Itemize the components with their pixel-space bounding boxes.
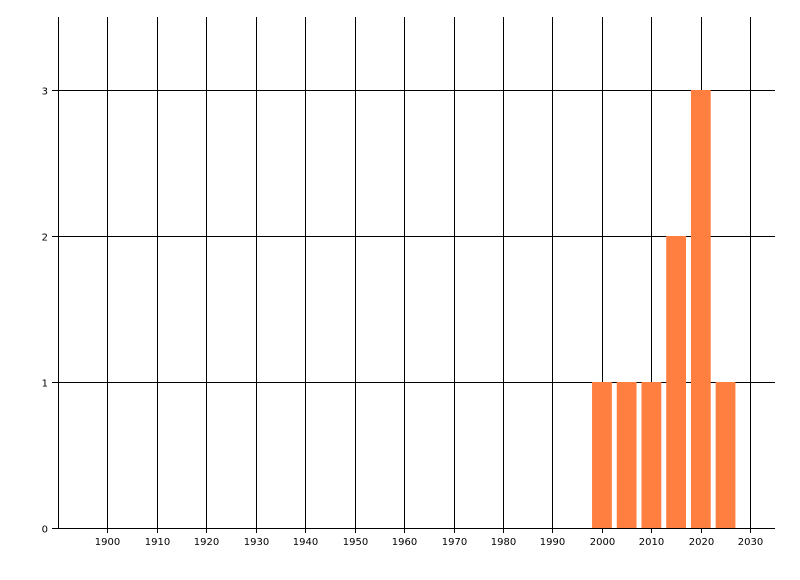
x-tick-label: 2030 bbox=[738, 537, 763, 548]
bar-2010 bbox=[641, 382, 662, 528]
x-tick-label: 2020 bbox=[689, 537, 714, 548]
bar-2020 bbox=[690, 90, 711, 528]
y-tick-label: 3 bbox=[42, 87, 48, 98]
bar-2000 bbox=[592, 382, 612, 528]
y-tick-label: 1 bbox=[42, 379, 48, 390]
x-tick-label: 1930 bbox=[244, 537, 269, 548]
x-tick-label: 1980 bbox=[491, 537, 516, 548]
x-tick-label: 1910 bbox=[145, 537, 170, 548]
x-tick-label: 1950 bbox=[343, 537, 368, 548]
x-tick-label: 1920 bbox=[194, 537, 219, 548]
x-tick-label: 1960 bbox=[392, 537, 417, 548]
x-tick-label: 2000 bbox=[590, 537, 615, 548]
x-tick-label: 2010 bbox=[639, 537, 664, 548]
bar-2025 bbox=[715, 382, 736, 528]
x-tick-label: 1940 bbox=[293, 537, 318, 548]
x-tick-label: 1900 bbox=[95, 537, 120, 548]
y-tick-label: 2 bbox=[42, 233, 48, 244]
x-tick-label: 1990 bbox=[540, 537, 565, 548]
bar-2005 bbox=[616, 382, 637, 528]
bar-2015 bbox=[666, 236, 686, 528]
x-tick-label: 1970 bbox=[442, 537, 467, 548]
y-tick-label: 0 bbox=[42, 525, 48, 536]
